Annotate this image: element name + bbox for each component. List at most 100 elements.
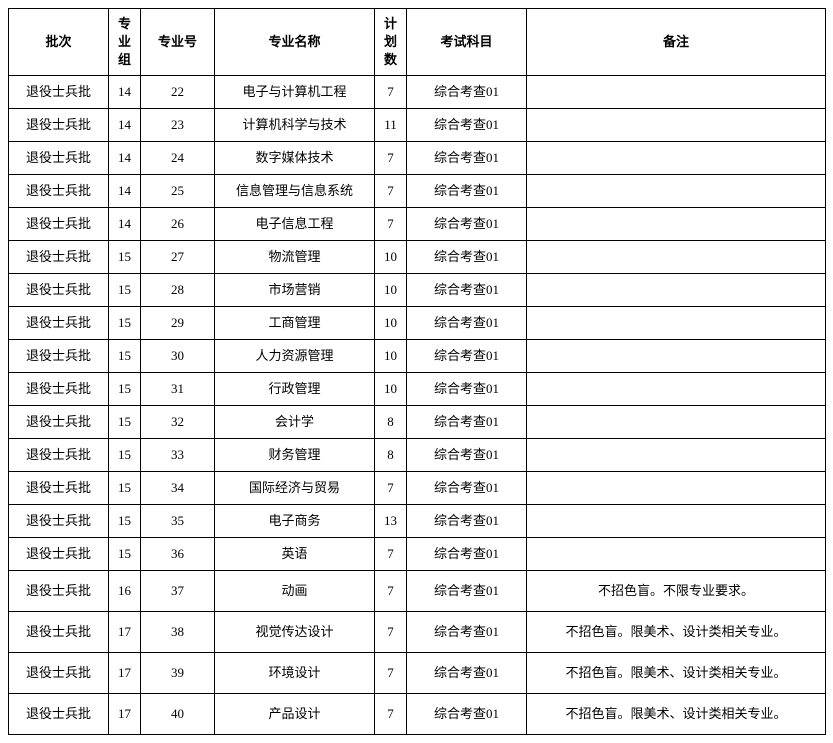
cell: 退役士兵批 <box>9 653 109 694</box>
cell <box>527 274 826 307</box>
table-row: 退役士兵批1529工商管理10综合考查01 <box>9 307 826 340</box>
table-row: 退役士兵批1424数字媒体技术7综合考查01 <box>9 142 826 175</box>
cell: 32 <box>141 406 215 439</box>
cell: 15 <box>109 373 141 406</box>
cell: 综合考查01 <box>407 208 527 241</box>
table-row: 退役士兵批1739环境设计7综合考查01不招色盲。限美术、设计类相关专业。 <box>9 653 826 694</box>
cell: 不招色盲。限美术、设计类相关专业。 <box>527 612 826 653</box>
cell: 15 <box>109 406 141 439</box>
cell: 38 <box>141 612 215 653</box>
cell: 36 <box>141 538 215 571</box>
cell: 10 <box>375 373 407 406</box>
cell: 综合考查01 <box>407 340 527 373</box>
cell: 14 <box>109 109 141 142</box>
cell: 7 <box>375 538 407 571</box>
table-row: 退役士兵批1535电子商务13综合考查01 <box>9 505 826 538</box>
cell: 10 <box>375 307 407 340</box>
cell: 会计学 <box>215 406 375 439</box>
header-row: 批次 专业组 专业号 专业名称 计划数 考试科目 备注 <box>9 9 826 76</box>
cell: 8 <box>375 406 407 439</box>
table-row: 退役士兵批1528市场营销10综合考查01 <box>9 274 826 307</box>
cell: 7 <box>375 472 407 505</box>
cell: 10 <box>375 241 407 274</box>
cell <box>527 340 826 373</box>
cell: 24 <box>141 142 215 175</box>
cell: 综合考查01 <box>407 307 527 340</box>
cell: 退役士兵批 <box>9 406 109 439</box>
table-body: 退役士兵批1422电子与计算机工程7综合考查01退役士兵批1423计算机科学与技… <box>9 76 826 735</box>
cell: 16 <box>109 571 141 612</box>
cell: 退役士兵批 <box>9 538 109 571</box>
cell: 电子商务 <box>215 505 375 538</box>
col-name: 专业名称 <box>215 9 375 76</box>
cell: 33 <box>141 439 215 472</box>
cell: 综合考查01 <box>407 694 527 735</box>
cell: 7 <box>375 175 407 208</box>
cell: 11 <box>375 109 407 142</box>
cell: 14 <box>109 208 141 241</box>
cell: 13 <box>375 505 407 538</box>
cell: 退役士兵批 <box>9 307 109 340</box>
cell: 人力资源管理 <box>215 340 375 373</box>
cell <box>527 109 826 142</box>
cell: 17 <box>109 612 141 653</box>
plan-table: 批次 专业组 专业号 专业名称 计划数 考试科目 备注 退役士兵批1422电子与… <box>8 8 826 735</box>
cell <box>527 76 826 109</box>
cell: 数字媒体技术 <box>215 142 375 175</box>
cell: 7 <box>375 653 407 694</box>
cell: 退役士兵批 <box>9 571 109 612</box>
table-row: 退役士兵批1536英语7综合考查01 <box>9 538 826 571</box>
cell <box>527 208 826 241</box>
cell: 15 <box>109 538 141 571</box>
table-row: 退役士兵批1530人力资源管理10综合考查01 <box>9 340 826 373</box>
cell: 退役士兵批 <box>9 175 109 208</box>
cell: 英语 <box>215 538 375 571</box>
cell: 计算机科学与技术 <box>215 109 375 142</box>
cell: 34 <box>141 472 215 505</box>
cell: 不招色盲。限美术、设计类相关专业。 <box>527 694 826 735</box>
cell: 退役士兵批 <box>9 208 109 241</box>
cell: 综合考查01 <box>407 406 527 439</box>
cell: 17 <box>109 694 141 735</box>
cell: 退役士兵批 <box>9 76 109 109</box>
cell: 7 <box>375 76 407 109</box>
cell: 26 <box>141 208 215 241</box>
cell <box>527 307 826 340</box>
cell: 综合考查01 <box>407 571 527 612</box>
cell: 综合考查01 <box>407 505 527 538</box>
col-group: 专业组 <box>109 9 141 76</box>
cell: 综合考查01 <box>407 142 527 175</box>
cell: 14 <box>109 175 141 208</box>
cell: 电子信息工程 <box>215 208 375 241</box>
col-code: 专业号 <box>141 9 215 76</box>
cell <box>527 439 826 472</box>
cell: 7 <box>375 694 407 735</box>
cell: 14 <box>109 76 141 109</box>
cell: 信息管理与信息系统 <box>215 175 375 208</box>
cell <box>527 505 826 538</box>
cell: 国际经济与贸易 <box>215 472 375 505</box>
cell: 综合考查01 <box>407 175 527 208</box>
table-row: 退役士兵批1423计算机科学与技术11综合考查01 <box>9 109 826 142</box>
cell: 10 <box>375 274 407 307</box>
cell: 15 <box>109 505 141 538</box>
cell <box>527 175 826 208</box>
cell: 综合考查01 <box>407 612 527 653</box>
col-plan: 计划数 <box>375 9 407 76</box>
cell: 动画 <box>215 571 375 612</box>
cell: 综合考查01 <box>407 653 527 694</box>
cell: 退役士兵批 <box>9 612 109 653</box>
cell: 退役士兵批 <box>9 274 109 307</box>
cell: 物流管理 <box>215 241 375 274</box>
col-batch: 批次 <box>9 9 109 76</box>
cell: 7 <box>375 612 407 653</box>
col-remark: 备注 <box>527 9 826 76</box>
cell: 22 <box>141 76 215 109</box>
cell: 不招色盲。不限专业要求。 <box>527 571 826 612</box>
cell: 退役士兵批 <box>9 472 109 505</box>
table-row: 退役士兵批1531行政管理10综合考查01 <box>9 373 826 406</box>
table-row: 退役士兵批1533财务管理8综合考查01 <box>9 439 826 472</box>
cell <box>527 142 826 175</box>
cell: 综合考查01 <box>407 76 527 109</box>
cell: 退役士兵批 <box>9 109 109 142</box>
